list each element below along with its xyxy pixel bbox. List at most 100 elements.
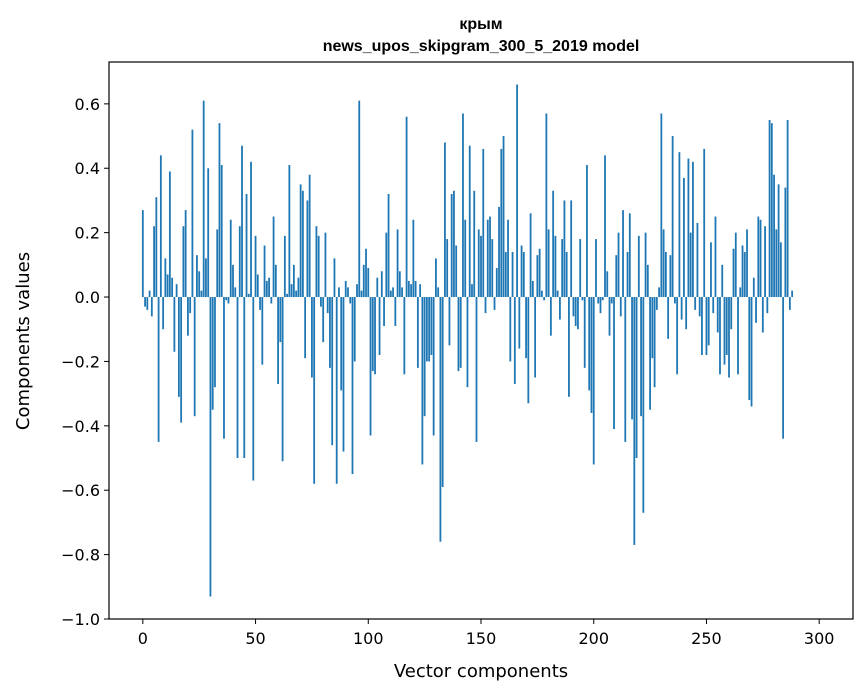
bar-254	[714, 216, 717, 298]
bar-137	[450, 194, 453, 298]
bar-207	[608, 297, 611, 336]
bar-272	[755, 297, 757, 323]
bar-38	[227, 297, 230, 304]
bar-275	[761, 297, 764, 333]
bar-167	[518, 297, 521, 349]
bar-222	[642, 297, 645, 513]
x-tick-label: 0	[138, 629, 148, 648]
x-axis-label: Vector components	[394, 661, 568, 682]
bar-145	[468, 145, 471, 298]
bar-4	[150, 297, 153, 317]
bar-13	[171, 277, 174, 298]
bar-184	[556, 290, 559, 298]
bar-247	[698, 297, 701, 317]
bar-18	[182, 226, 185, 298]
bar-112	[394, 297, 397, 327]
bar-173	[531, 280, 534, 298]
bar-181	[549, 297, 552, 336]
bar-163	[509, 297, 512, 362]
bar-2	[146, 297, 149, 310]
bar-92	[349, 297, 352, 304]
bar-139	[455, 245, 458, 298]
bar-94	[353, 297, 356, 362]
bar-197	[586, 165, 588, 298]
bar-261	[730, 297, 733, 330]
bar-283	[779, 242, 782, 298]
y-tick-label: −1.0	[61, 610, 100, 629]
bar-118	[407, 280, 410, 298]
bar-285	[784, 187, 787, 298]
bar-63	[283, 235, 286, 298]
bar-9	[162, 297, 165, 330]
bar-30	[209, 297, 212, 597]
bar-136	[448, 297, 451, 346]
plot-area-frame	[108, 61, 854, 620]
bar-166	[516, 84, 518, 298]
bar-180	[547, 229, 550, 298]
bar-256	[719, 297, 721, 375]
bar-0	[141, 210, 144, 298]
bar-141	[459, 297, 462, 368]
bar-199	[590, 297, 593, 413]
bar-126	[425, 297, 428, 362]
bar-214	[624, 297, 627, 442]
y-tick-label: −0.6	[61, 481, 100, 500]
bar-134	[444, 142, 446, 298]
bar-153	[486, 219, 489, 298]
bar-144	[466, 297, 469, 388]
bar-29	[207, 168, 210, 298]
bar-172	[529, 213, 532, 298]
bar-128	[430, 297, 433, 355]
bar-120	[412, 219, 415, 298]
bar-270	[750, 297, 753, 407]
bar-32	[214, 297, 216, 388]
bar-44	[241, 145, 243, 298]
bar-124	[421, 297, 424, 465]
bar-231	[662, 229, 665, 298]
bar-88	[340, 297, 343, 391]
bar-229	[658, 287, 661, 298]
bar-123	[419, 284, 422, 298]
bar-239	[680, 297, 683, 320]
bar-114	[398, 271, 401, 298]
bar-179	[545, 113, 548, 298]
bar-3	[148, 290, 151, 298]
bar-260	[728, 297, 730, 378]
bar-74	[308, 174, 311, 298]
y-axis-ticks: 0.6 0.4 0.2 0.0 −0.2 −0.4 −0.6 −0.8 −1.0	[61, 95, 109, 629]
bar-243	[689, 232, 692, 298]
bar-287	[788, 297, 791, 310]
bar-218	[633, 297, 636, 545]
bar-198	[588, 297, 591, 391]
bar-105	[378, 297, 381, 355]
x-tick-label: 300	[804, 629, 835, 648]
bar-51	[256, 274, 259, 298]
bar-152	[484, 297, 487, 314]
bar-200	[592, 297, 595, 465]
y-tick-label: −0.2	[61, 352, 100, 371]
bar-24	[196, 255, 198, 298]
bar-90	[344, 280, 347, 298]
bar-33	[216, 229, 219, 298]
bar-187	[563, 200, 566, 298]
bar-68	[295, 290, 298, 298]
bar-87	[338, 287, 340, 298]
bar-149	[477, 229, 480, 298]
bar-52	[259, 297, 261, 310]
bar-58	[272, 216, 275, 298]
bar-211	[617, 232, 620, 298]
bar-151	[482, 148, 485, 298]
bar-80	[322, 297, 325, 343]
x-tick-label: 150	[466, 629, 497, 648]
bar-202	[597, 297, 600, 304]
bar-21	[189, 297, 192, 314]
bar-274	[759, 219, 762, 298]
bar-97	[360, 290, 363, 298]
bar-196	[583, 297, 586, 368]
bar-150	[480, 235, 482, 298]
bar-155	[491, 239, 494, 298]
bar-81	[324, 232, 327, 298]
y-tick-label: 0.0	[75, 288, 100, 307]
bar-28	[205, 258, 207, 298]
